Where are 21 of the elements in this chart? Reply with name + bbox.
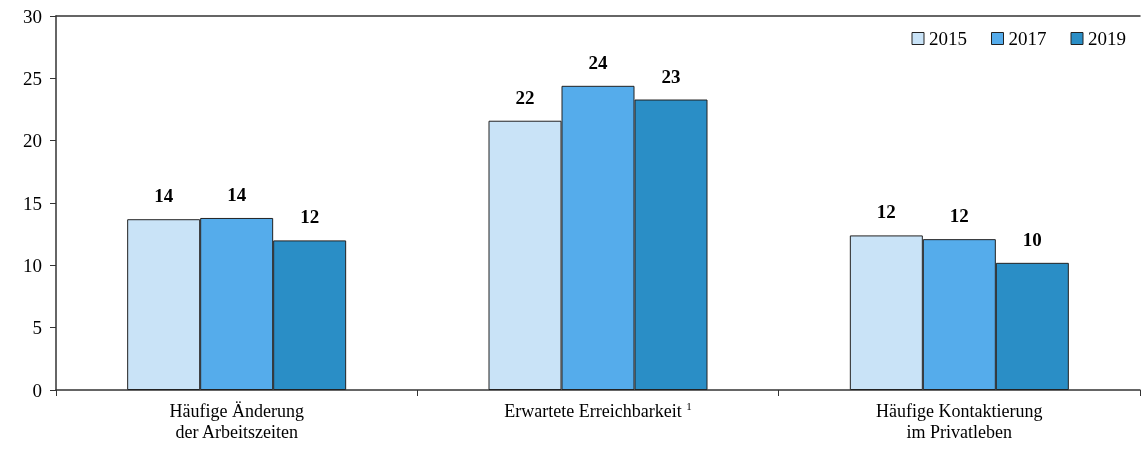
data-label: 24 xyxy=(588,51,608,73)
x-tick-label: Häufige Änderung der Arbeitszeiten xyxy=(169,400,304,442)
data-label: 14 xyxy=(227,183,247,205)
y-tick-label: 0 xyxy=(32,379,42,401)
data-label: 22 xyxy=(515,86,535,108)
data-label: 14 xyxy=(154,185,174,207)
data-label: 10 xyxy=(1022,228,1042,250)
data-label: 12 xyxy=(876,201,896,223)
y-tick-label: 20 xyxy=(23,130,42,152)
data-label: 12 xyxy=(949,205,969,227)
y-tick-label: 30 xyxy=(23,5,42,27)
x-tick-label: Häufige Kontaktierung im Privatleben xyxy=(876,400,1043,442)
y-tick-label: 5 xyxy=(32,317,42,339)
legend-label: 2015 xyxy=(929,28,967,49)
data-label: 23 xyxy=(661,65,681,87)
data-label: 12 xyxy=(300,206,320,228)
y-tick-label: 15 xyxy=(23,192,42,214)
y-tick-label: 10 xyxy=(23,254,42,276)
legend-label: 2017 xyxy=(1008,28,1047,49)
y-tick-label: 25 xyxy=(23,67,42,89)
legend-label: 2019 xyxy=(1088,28,1126,49)
